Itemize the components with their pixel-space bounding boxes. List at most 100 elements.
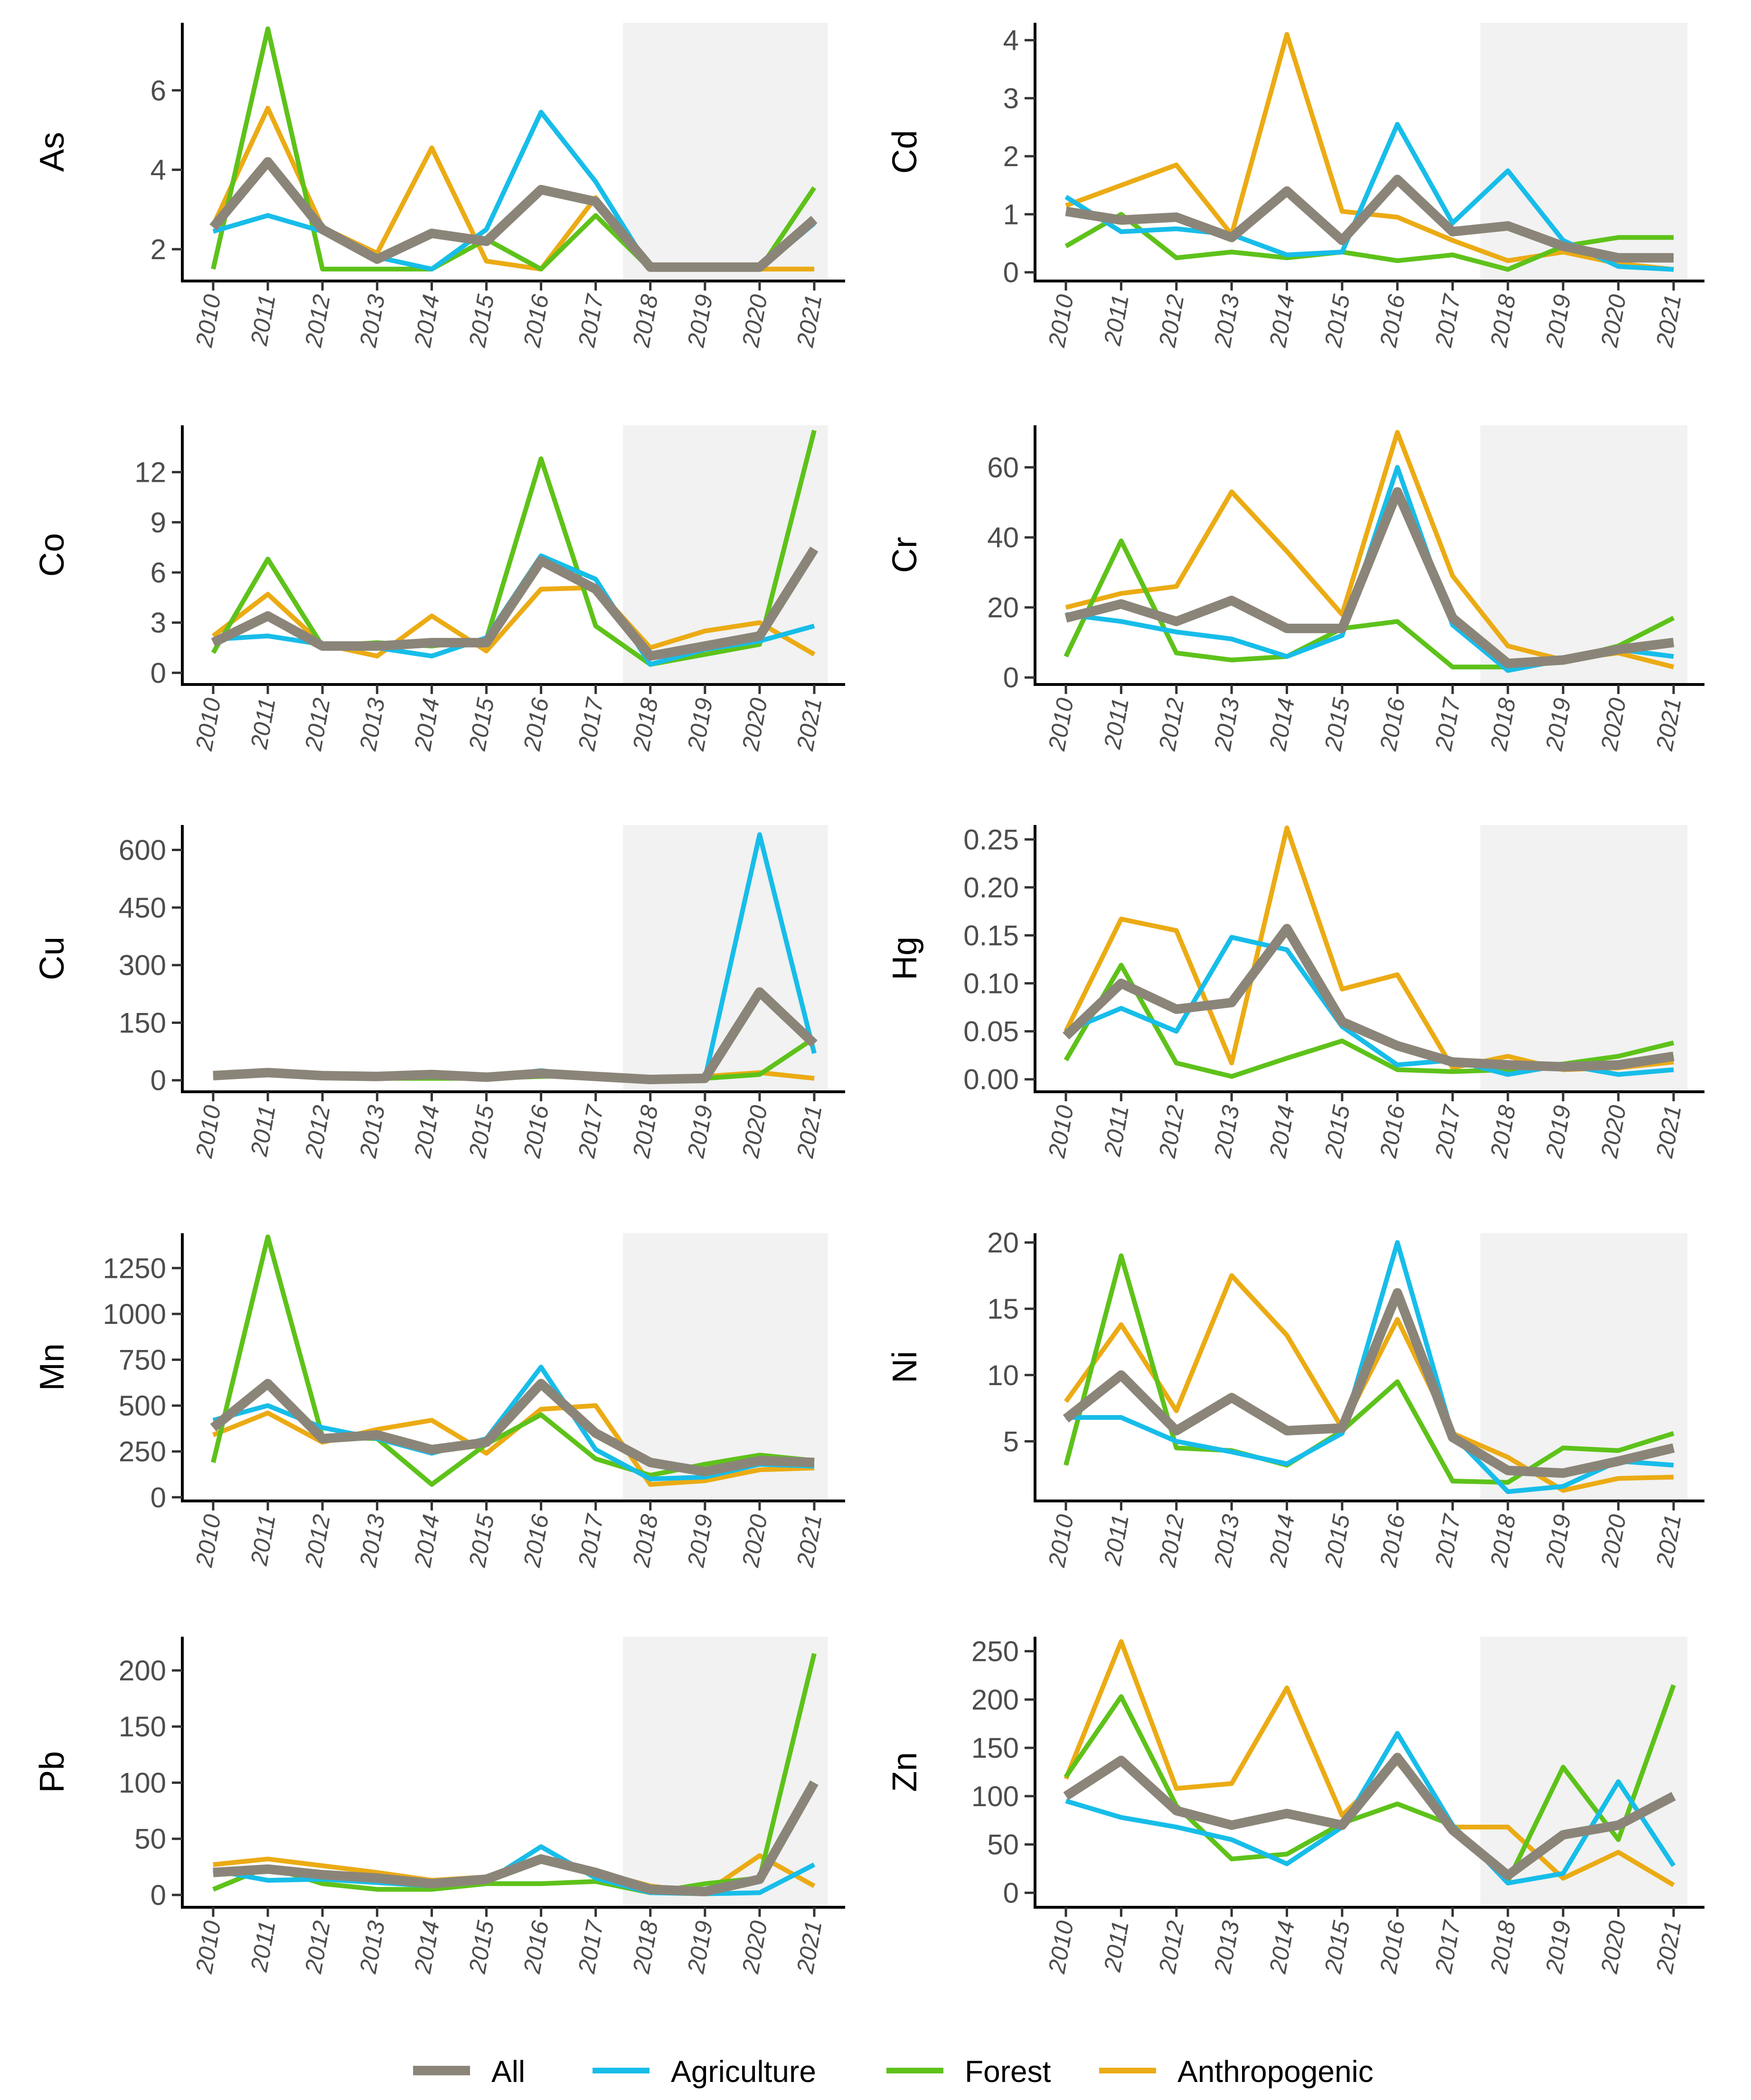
y-tick-label: 4 xyxy=(1003,25,1019,56)
legend: All Agriculture Forest Anthropogenic xyxy=(413,2054,1374,2089)
y-tick-label: 0.10 xyxy=(963,968,1019,1000)
series-line-all xyxy=(1063,1753,1676,1880)
x-tick-label: 2012 xyxy=(1154,292,1189,349)
y-tick-label: 60 xyxy=(987,452,1019,484)
y-tick-label: 100 xyxy=(971,1781,1019,1812)
y-axis-title: Ni xyxy=(886,1351,924,1383)
x-tick-label: 2020 xyxy=(1596,1512,1631,1569)
x-tick-label: 2012 xyxy=(1154,1919,1189,1976)
y-tick-label: 12 xyxy=(134,457,166,488)
x-tick-label: 2012 xyxy=(1154,1512,1189,1569)
x-tick-label: 2018 xyxy=(628,1919,663,1976)
y-tick-label: 450 xyxy=(119,892,166,924)
x-tick-label: 2020 xyxy=(737,1919,772,1976)
y-tick-label: 40 xyxy=(987,522,1019,553)
y-tick-label: 0 xyxy=(151,1481,166,1513)
x-tick-label: 2019 xyxy=(1540,696,1576,753)
y-tick-label: 500 xyxy=(119,1390,166,1422)
x-tick-label: 2010 xyxy=(190,1103,226,1160)
y-tick-label: 2 xyxy=(1003,141,1019,172)
x-tick-label: 2014 xyxy=(409,1919,445,1976)
x-tick-label: 2015 xyxy=(464,1919,499,1976)
x-tick-label: 2021 xyxy=(791,1512,827,1569)
y-tick-label: 0.00 xyxy=(963,1064,1019,1096)
y-tick-label: 6 xyxy=(151,75,166,106)
y-tick-label: 10 xyxy=(987,1359,1019,1391)
shaded-period xyxy=(1480,825,1688,1092)
legend-label: All xyxy=(491,2054,525,2089)
x-tick-label: 2014 xyxy=(409,1103,445,1160)
x-tick-label: 2021 xyxy=(791,1103,827,1160)
x-tick-label: 2016 xyxy=(1374,1103,1410,1160)
x-tick-label: 2020 xyxy=(1596,1919,1631,1976)
y-axis-title: Cr xyxy=(886,537,924,573)
y-tick-label: 6 xyxy=(151,557,166,589)
y-tick-label: 50 xyxy=(987,1829,1019,1861)
y-tick-label: 0 xyxy=(1003,662,1019,694)
x-tick-label: 2016 xyxy=(518,1919,554,1976)
legend-item-all: All xyxy=(413,2054,525,2089)
x-tick-label: 2010 xyxy=(190,1512,226,1569)
x-tick-label: 2015 xyxy=(464,1512,499,1569)
x-tick-label: 2012 xyxy=(300,292,335,349)
x-tick-label: 2021 xyxy=(791,1919,827,1976)
panel-hg: 0.00 0.05 0.10 0.15 0.20 0.25 2010 2011 2012 2013… xyxy=(886,824,1704,1160)
legend-item-anthropogenic: Anthropogenic xyxy=(1099,2054,1374,2089)
x-tick-label: 2011 xyxy=(245,696,281,751)
x-tick-label: 2020 xyxy=(737,696,772,753)
legend-item-agriculture: Agriculture xyxy=(593,2054,816,2089)
shaded-period xyxy=(623,23,828,281)
x-tick-label: 2020 xyxy=(1596,1103,1631,1160)
x-tick-label: 2017 xyxy=(1430,1511,1466,1569)
x-tick-label: 2016 xyxy=(1374,1512,1410,1569)
x-tick-label: 2017 xyxy=(573,1511,609,1569)
x-tick-label: 2012 xyxy=(1154,1103,1189,1160)
y-axis-title: As xyxy=(33,132,71,172)
x-tick-label: 2018 xyxy=(628,1512,663,1569)
x-tick-label: 2019 xyxy=(682,696,718,753)
x-tick-label: 2019 xyxy=(1540,1103,1576,1160)
x-tick-label: 2013 xyxy=(1209,1103,1244,1160)
x-tick-label: 2011 xyxy=(1099,292,1134,348)
x-tick-label: 2013 xyxy=(354,1512,390,1569)
x-tick-label: 2010 xyxy=(190,1919,226,1976)
x-tick-label: 2018 xyxy=(1485,292,1521,349)
y-tick-label: 150 xyxy=(119,1711,166,1743)
x-tick-label: 2021 xyxy=(1651,696,1686,753)
x-tick-label: 2016 xyxy=(518,292,554,349)
x-tick-label: 2018 xyxy=(628,1103,663,1160)
x-tick-label: 2013 xyxy=(1209,1512,1244,1569)
panel-cu: 0 150 300 450 600 2010 2011 2012 2013 2014 2015 201… xyxy=(33,825,845,1160)
x-tick-label: 2015 xyxy=(1319,292,1355,349)
y-axis-title: Hg xyxy=(886,937,924,980)
x-tick-label: 2018 xyxy=(628,292,663,349)
y-tick-label: 0.25 xyxy=(963,824,1019,855)
x-tick-label: 2021 xyxy=(1651,1919,1686,1976)
y-tick-label: 1 xyxy=(1003,198,1019,230)
y-tick-label: 250 xyxy=(119,1436,166,1468)
y-tick-label: 300 xyxy=(119,949,166,981)
x-tick-label: 2013 xyxy=(354,696,390,753)
x-tick-label: 2014 xyxy=(1264,1512,1300,1569)
series-line-forest xyxy=(211,430,817,667)
x-tick-label: 2017 xyxy=(1430,1102,1466,1160)
x-tick-label: 2014 xyxy=(1264,1919,1300,1976)
x-tick-label: 2018 xyxy=(1485,696,1521,753)
series-line-agriculture xyxy=(1066,1240,1674,1494)
x-tick-label: 2010 xyxy=(1043,1919,1079,1976)
x-tick-label: 2015 xyxy=(1319,696,1355,753)
series-line-all xyxy=(1063,1288,1675,1478)
x-tick-label: 2015 xyxy=(1319,1512,1355,1569)
y-axis-title: Mn xyxy=(33,1343,71,1391)
x-tick-label: 2019 xyxy=(682,1103,718,1160)
x-tick-label: 2014 xyxy=(1264,696,1300,753)
y-tick-label: 0.15 xyxy=(963,919,1019,951)
x-tick-label: 2010 xyxy=(190,292,226,349)
x-tick-label: 2010 xyxy=(1043,696,1079,753)
legend-label: Forest xyxy=(965,2054,1051,2089)
x-tick-label: 2019 xyxy=(1540,1512,1576,1569)
panel-cd: 0 1 2 3 4 2010 2011 2012 2013 2014 2015 2016 2017 201… xyxy=(886,23,1704,349)
x-tick-label: 2011 xyxy=(245,1919,281,1974)
x-tick-label: 2019 xyxy=(682,1512,718,1569)
